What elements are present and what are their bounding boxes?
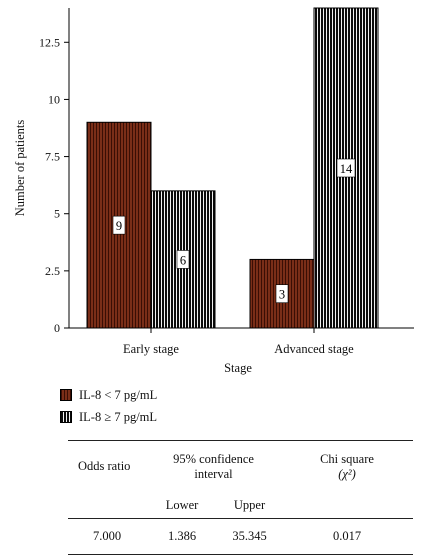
subheader-lower: Lower [165, 497, 199, 512]
y-tick-label: 7.5 [45, 150, 60, 164]
header-confidence-interval: 95% confidence interval [146, 440, 281, 493]
legend-swatch-il8-low [60, 389, 72, 401]
header-ci-line2: interval [194, 466, 233, 481]
bar-chart: 0 2.5 5 7.5 10 12.5 Number of patients 9 6 Early … [13, 7, 414, 375]
cell-odds-ratio: 7.000 [68, 518, 146, 555]
header-odds-ratio: Odds ratio [68, 440, 146, 493]
y-axis-label: Number of patients [13, 120, 27, 217]
table-row: 7.000 1.386 35.345 0.017 [68, 518, 413, 555]
subheader-upper: Upper [233, 497, 266, 512]
statistics-table: Odds ratio 95% confidence interval Chi s… [68, 440, 413, 555]
header-chi-line2: (χ²) [338, 466, 356, 481]
table-subheader-row: Lower Upper [68, 493, 413, 519]
header-chi-line1: Chi square [320, 451, 374, 466]
y-tick-label: 0 [54, 321, 60, 335]
legend-entry-il8-low: IL-8 < 7 pg/mL [60, 384, 157, 406]
legend-swatch-il8-high [60, 411, 72, 423]
legend-label-il8-low: IL-8 < 7 pg/mL [79, 387, 158, 402]
x-tick-label: Early stage [123, 342, 179, 356]
cell-lower: 1.386 [146, 518, 218, 555]
subheader-empty-2 [281, 493, 413, 519]
legend-entry-il8-high: IL-8 ≥ 7 pg/mL [60, 406, 157, 428]
data-label-box [275, 284, 289, 304]
data-label: 9 [116, 219, 122, 233]
data-label: 6 [180, 253, 186, 267]
y-tick-label: 12.5 [39, 35, 60, 49]
chart-legend: IL-8 < 7 pg/mL IL-8 ≥ 7 pg/mL [60, 384, 157, 428]
data-label-box [112, 215, 126, 235]
y-tick-label: 5 [54, 207, 60, 221]
subheader-empty-1 [68, 493, 146, 519]
table-header-row: Odds ratio 95% confidence interval Chi s… [68, 440, 413, 493]
y-tick-label: 10 [48, 92, 60, 106]
x-axis-label: Stage [224, 361, 252, 375]
cell-chi-square: 0.017 [281, 518, 413, 555]
header-ci-line1: 95% confidence [173, 451, 254, 466]
x-tick-label: Advanced stage [274, 342, 354, 356]
cell-upper: 35.345 [218, 518, 281, 555]
data-label: 14 [340, 162, 353, 176]
data-label-box [176, 250, 190, 269]
legend-label-il8-high: IL-8 ≥ 7 pg/mL [79, 409, 158, 424]
y-tick-label: 2.5 [45, 264, 60, 278]
data-label: 3 [279, 288, 285, 302]
data-label-box [336, 158, 356, 178]
header-chi-square: Chi square (χ²) [281, 440, 413, 493]
